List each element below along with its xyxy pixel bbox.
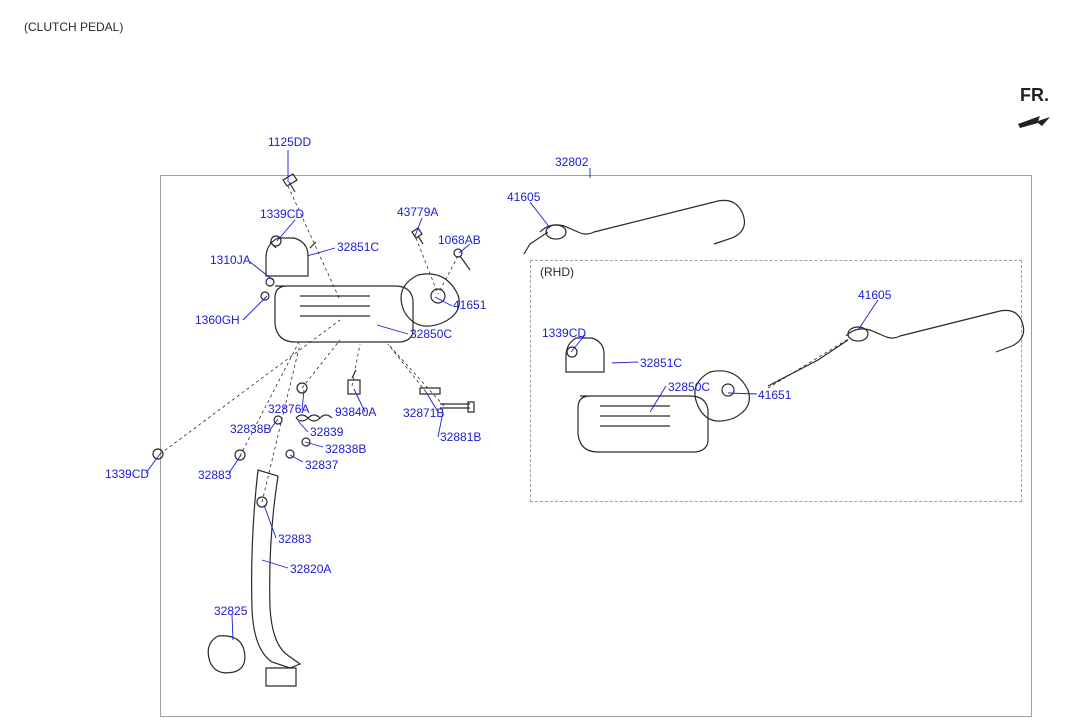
- part-label-1068AB[interactable]: 1068AB: [438, 233, 481, 247]
- part-label-93840A[interactable]: 93840A: [335, 405, 376, 419]
- part-label-1339CD[interactable]: 1339CD: [542, 326, 586, 340]
- parts-illustration: [0, 0, 1084, 727]
- part-label-41651[interactable]: 41651: [758, 388, 791, 402]
- part-label-32820A[interactable]: 32820A: [290, 562, 331, 576]
- part-label-32851C[interactable]: 32851C: [640, 356, 682, 370]
- part-label-1339CD[interactable]: 1339CD: [260, 207, 304, 221]
- part-label-43779A[interactable]: 43779A: [397, 205, 438, 219]
- part-label-1339CD[interactable]: 1339CD: [105, 467, 149, 481]
- part-label-32839[interactable]: 32839: [310, 425, 343, 439]
- part-label-32802[interactable]: 32802: [555, 155, 588, 169]
- part-label-32838B[interactable]: 32838B: [325, 442, 366, 456]
- part-label-32883[interactable]: 32883: [278, 532, 311, 546]
- part-label-32838B[interactable]: 32838B: [230, 422, 271, 436]
- part-label-32871B[interactable]: 32871B: [403, 406, 444, 420]
- part-label-32876A[interactable]: 32876A: [268, 402, 309, 416]
- part-label-41605[interactable]: 41605: [858, 288, 891, 302]
- part-label-41651[interactable]: 41651: [453, 298, 486, 312]
- part-label-32883[interactable]: 32883: [198, 468, 231, 482]
- part-label-1360GH[interactable]: 1360GH: [195, 313, 240, 327]
- part-label-32850C[interactable]: 32850C: [668, 380, 710, 394]
- part-label-32825[interactable]: 32825: [214, 604, 247, 618]
- diagram-stage: (CLUTCH PEDAL) FR. (RHD): [0, 0, 1084, 727]
- part-label-41605[interactable]: 41605: [507, 190, 540, 204]
- part-label-32850C[interactable]: 32850C: [410, 327, 452, 341]
- part-label-1310JA[interactable]: 1310JA: [210, 253, 251, 267]
- part-label-32851C[interactable]: 32851C: [337, 240, 379, 254]
- part-label-32881B[interactable]: 32881B: [440, 430, 481, 444]
- part-label-32837[interactable]: 32837: [305, 458, 338, 472]
- part-label-1125DD[interactable]: 1125DD: [268, 135, 311, 149]
